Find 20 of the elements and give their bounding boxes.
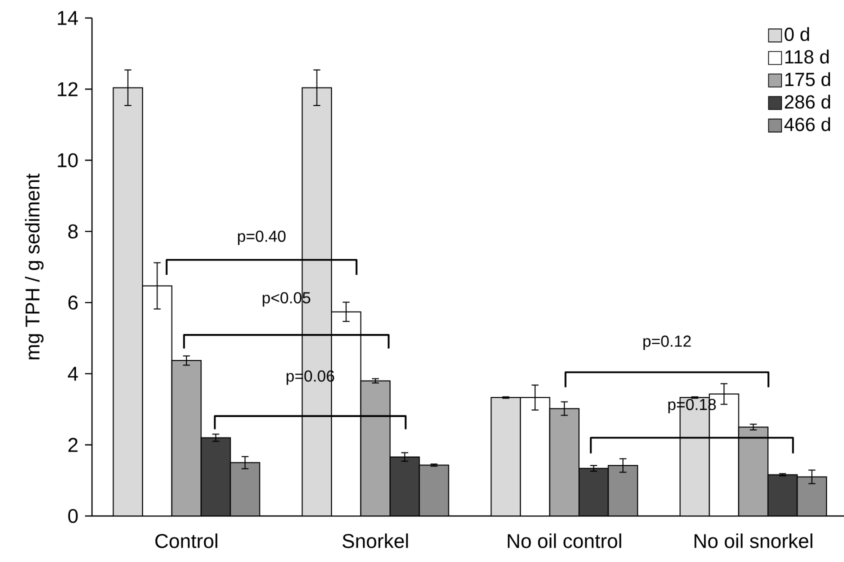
legend-label: 118 d <box>785 50 829 64</box>
y-tick-label: 10 <box>58 153 78 168</box>
annotation: p=0.40 <box>238 230 286 246</box>
x-tick-label: No oil snorkel <box>694 533 812 548</box>
legend-label: 466 d <box>784 117 830 132</box>
y-tick-label: 6 <box>68 296 78 310</box>
annotation: p=0.12 <box>643 336 691 350</box>
x-tick-label: Snorkel <box>342 533 408 548</box>
y-tick-label: 0 <box>68 508 78 524</box>
legend-label: 286 d <box>784 94 830 109</box>
legend-label: 0 d <box>784 27 810 42</box>
y-tick-label: 2 <box>68 438 78 452</box>
legend-label: 175 d <box>785 72 830 86</box>
y-tick-label: 12 <box>58 82 78 96</box>
y-tick-label: 14 <box>58 11 78 25</box>
y-tick-label: 4 <box>68 366 78 381</box>
x-tick-label: Control <box>155 533 218 548</box>
y-tick-label: 8 <box>68 224 78 238</box>
y-axis-title: mg TPH / g sediment <box>24 174 44 360</box>
x-tick-label: No oil control <box>508 533 622 548</box>
